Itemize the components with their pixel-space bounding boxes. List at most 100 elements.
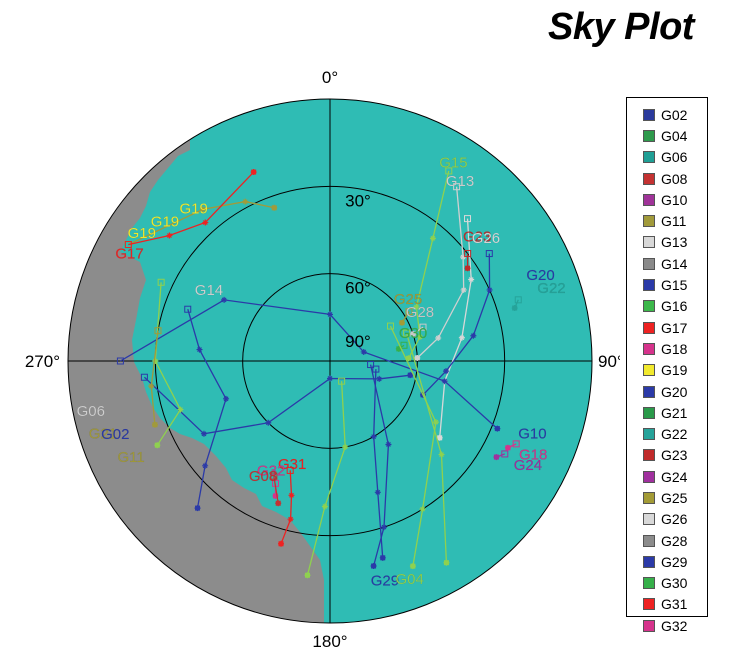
- legend-label: G32: [661, 618, 687, 634]
- track-end-G23: [465, 266, 470, 271]
- legend-item: G13: [643, 232, 707, 253]
- legend-item: G20: [643, 381, 707, 402]
- legend-label: G20: [661, 384, 687, 400]
- sat-label-G19: G19: [179, 201, 207, 218]
- legend-item: G21: [643, 402, 707, 423]
- legend-swatch: [643, 407, 655, 419]
- legend-swatch: [643, 471, 655, 483]
- legend-item: G31: [643, 594, 707, 615]
- legend-label: G14: [661, 256, 687, 272]
- track-end-G18: [505, 445, 510, 450]
- track-end-G16: [444, 560, 449, 565]
- legend-swatch: [643, 513, 655, 525]
- legend-item: G16: [643, 296, 707, 317]
- legend-item: G06: [643, 147, 707, 168]
- elevation-label-30: 30°: [345, 191, 371, 210]
- track-end-G26: [437, 435, 442, 440]
- legend-item: G24: [643, 466, 707, 487]
- legend-item: G02: [643, 104, 707, 125]
- sat-label-G10: G10: [518, 426, 546, 443]
- legend-item: G28: [643, 530, 707, 551]
- sat-label-G14: G14: [195, 282, 223, 299]
- sat-label-G13: G13: [446, 173, 474, 190]
- azimuth-label-270: 270°: [25, 352, 60, 371]
- legend-item: G18: [643, 338, 707, 359]
- legend-swatch: [643, 364, 655, 376]
- legend-item: G10: [643, 189, 707, 210]
- legend-label: G04: [661, 128, 687, 144]
- track-end-G31: [279, 541, 284, 546]
- sat-label-G17: G17: [115, 245, 143, 262]
- legend-swatch: [643, 130, 655, 142]
- legend-label: G18: [661, 341, 687, 357]
- elevation-label-90: 90°: [345, 332, 371, 351]
- sat-label-G06: G06: [77, 403, 105, 420]
- azimuth-label-180: 180°: [312, 632, 347, 651]
- track-end-G19: [272, 205, 277, 210]
- legend-label: G21: [661, 405, 687, 421]
- track-end-G22: [512, 306, 517, 311]
- track-end-G17: [251, 170, 256, 175]
- legend-label: G29: [661, 554, 687, 570]
- azimuth-label-90: 90°: [598, 352, 620, 371]
- legend-item: G17: [643, 317, 707, 338]
- legend-label: G17: [661, 320, 687, 336]
- track-end-G02: [380, 555, 385, 560]
- legend-label: G31: [661, 596, 687, 612]
- legend-item: G11: [643, 210, 707, 231]
- legend-label: G23: [661, 447, 687, 463]
- legend-label: G13: [661, 234, 687, 250]
- track-end-G21: [305, 573, 310, 578]
- legend-label: G15: [661, 277, 687, 293]
- elevation-label-60: 60°: [345, 279, 371, 298]
- legend-label: G11: [661, 213, 686, 229]
- legend-item: G14: [643, 253, 707, 274]
- legend-swatch: [643, 322, 655, 334]
- track-end-G24: [494, 455, 499, 460]
- legend-swatch: [643, 279, 655, 291]
- legend-swatch: [643, 492, 655, 504]
- track-end-G29: [371, 564, 376, 569]
- legend-label: G19: [661, 362, 687, 378]
- legend-item: G22: [643, 423, 707, 444]
- legend-swatch: [643, 386, 655, 398]
- legend-item: G15: [643, 274, 707, 295]
- legend-swatch: [643, 173, 655, 185]
- legend-label: G26: [661, 511, 687, 527]
- track-end-G04: [410, 564, 415, 569]
- legend-label: G24: [661, 469, 687, 485]
- legend-swatch: [643, 343, 655, 355]
- legend-item: G08: [643, 168, 707, 189]
- sat-label-G26: G26: [472, 230, 500, 247]
- track-end-G08: [276, 501, 281, 506]
- legend-swatch: [643, 598, 655, 610]
- legend-swatch: [643, 556, 655, 568]
- sat-label-G08: G08: [249, 468, 277, 485]
- track-end-G14: [195, 506, 200, 511]
- legend: G02 G04 G06 G08 G10 G11 G13 G14 G15 G16 G17 G18 G19 G…: [626, 97, 708, 617]
- sat-label-G24: G24: [514, 457, 542, 474]
- sat-label-G30: G30: [399, 325, 427, 342]
- legend-label: G22: [661, 426, 687, 442]
- legend-swatch: [643, 151, 655, 163]
- legend-swatch: [643, 215, 655, 227]
- legend-item: G25: [643, 487, 707, 508]
- legend-label: G28: [661, 533, 687, 549]
- legend-item: G23: [643, 445, 707, 466]
- sat-label-G22: G22: [537, 280, 565, 297]
- legend-label: G30: [661, 575, 687, 591]
- track-end-G10: [495, 426, 500, 431]
- legend-item: G19: [643, 360, 707, 381]
- legend-swatch: [643, 535, 655, 547]
- legend-label: G06: [661, 149, 687, 165]
- legend-swatch: [643, 258, 655, 270]
- sat-label-G19: G19: [128, 225, 156, 242]
- legend-swatch: [643, 300, 655, 312]
- azimuth-label-0: 0°: [322, 68, 338, 87]
- track-end-G12: [408, 373, 413, 378]
- track-end-G11: [152, 422, 157, 427]
- legend-label: G08: [661, 171, 687, 187]
- sat-label-G11: G11: [118, 449, 145, 466]
- legend-label: G25: [661, 490, 687, 506]
